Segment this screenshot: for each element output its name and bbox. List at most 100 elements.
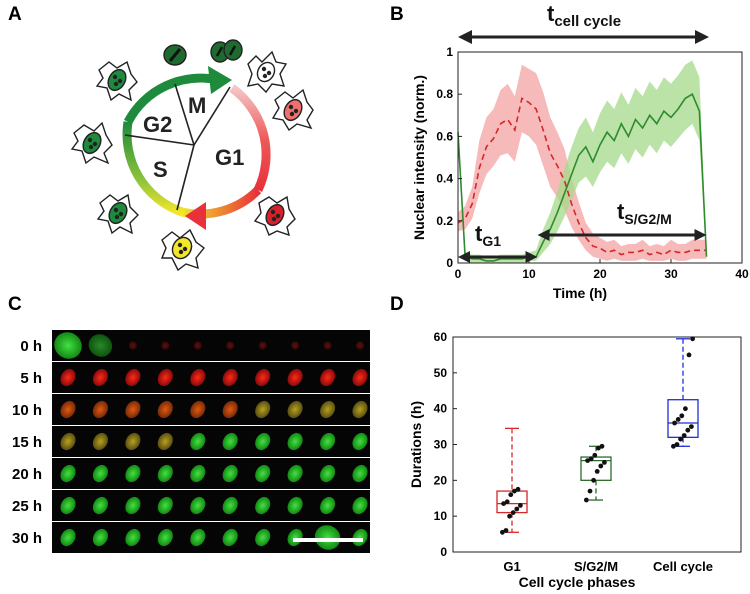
nucleus-blob (291, 341, 300, 350)
data-point (679, 413, 685, 419)
data-point (594, 469, 600, 474)
panel-b-letter: B (390, 4, 404, 25)
nucleus-blob (157, 464, 173, 483)
nucleus-blob (190, 400, 206, 419)
nucleus-blob (190, 496, 206, 515)
montage-time-label: 25 h (12, 498, 42, 515)
series-line-green (457, 93, 708, 262)
phase-label-m: M (188, 93, 206, 118)
box-s-g2-m (580, 443, 612, 503)
divider-g2-s (124, 134, 195, 146)
nucleus-blob (320, 432, 336, 451)
nucleus-blob (287, 368, 303, 387)
phase-label-g1: G1 (215, 145, 244, 170)
data-point (510, 510, 516, 515)
cell-cycle-label: tcell cycle (547, 1, 621, 30)
cycle-ring (122, 66, 271, 230)
x-tick-label: 30 (664, 267, 678, 281)
cell-icon-dividing-single (163, 44, 187, 66)
phase-dividers (124, 83, 231, 211)
nucleus-blob (157, 496, 173, 515)
sg2m-duration-arrow (537, 229, 707, 241)
series-band-red (458, 64, 707, 261)
x-axis-label: Cell cycle phases (519, 574, 636, 590)
data-point (587, 488, 593, 494)
nucleus-blob (255, 432, 271, 451)
cell-icon-white (246, 50, 288, 94)
data-point (681, 433, 687, 438)
ring-arc-green-yellow (122, 121, 184, 217)
nucleus-blob (125, 400, 141, 419)
nucleus-blob (255, 528, 271, 547)
nucleus-blob (125, 432, 141, 451)
panel-a: A G2 M G1 S (8, 4, 314, 272)
panel-b: B 0 10 20 30 40 0 0.2 0.4 0.6 0.8 1 Time (h) Nuclear… (390, 1, 749, 301)
nucleus-blob (287, 400, 303, 419)
arrowhead-green (208, 66, 232, 94)
montage-time-label: 30 h (12, 530, 42, 547)
nucleus-blob (125, 496, 141, 515)
phase-label-g2: G2 (143, 112, 172, 137)
nucleus-blob (92, 464, 108, 483)
arrowhead-red (185, 202, 206, 230)
nucleus-blob (222, 528, 238, 547)
y-tick-label: 60 (434, 330, 448, 344)
data-point (671, 443, 676, 449)
nucleus-blob (190, 432, 206, 451)
nucleus-blob (157, 432, 173, 451)
data-point (503, 528, 509, 533)
cell-icon-red (253, 195, 296, 237)
x-tick-label: 40 (735, 267, 749, 281)
nucleus-blob (255, 496, 271, 515)
y-tick-label: 0.6 (436, 129, 453, 143)
data-point (500, 529, 505, 535)
nucleus-blob (222, 400, 238, 419)
data-point (602, 460, 607, 465)
x-category-label: Cell cycle (653, 559, 713, 574)
nucleus-blob (88, 334, 113, 357)
nucleus-blob (92, 368, 108, 387)
panel-a-letter: A (8, 4, 22, 25)
y-tick-label: 10 (434, 509, 448, 523)
nucleus-blob (320, 400, 336, 419)
cell-icon-green-upper (95, 60, 138, 102)
series-line-red (457, 97, 707, 256)
divider-m-g1 (193, 86, 231, 146)
data-point (672, 420, 677, 426)
nucleus-blob (60, 400, 76, 419)
sg2m-duration-arrow-head-right (694, 229, 707, 241)
y-axis-label: Durations (h) (408, 401, 424, 488)
box-cell-cycle (667, 336, 699, 449)
g1-duration-arrow-head-left (458, 251, 470, 263)
cell-icon-pink (271, 88, 314, 132)
data-point (584, 497, 589, 503)
nucleus-blob (157, 368, 173, 387)
nucleus-blob (193, 341, 202, 350)
y-axis-label: Nuclear intensity (norm.) (411, 75, 427, 240)
nucleus-blob (314, 525, 341, 550)
x-tick-label: 0 (455, 267, 462, 281)
data-point (678, 436, 683, 442)
ring-arc-red (229, 84, 271, 192)
data-point (675, 417, 681, 422)
ring-arc-green (124, 73, 219, 125)
data-point (504, 499, 510, 505)
data-point (683, 406, 688, 412)
nucleus-blob (320, 368, 336, 387)
nucleus-blob (352, 464, 368, 483)
nucleus-blob (222, 464, 238, 483)
nucleus-blob (161, 341, 170, 350)
phase-label-s: S (153, 157, 168, 182)
data-point (514, 506, 520, 512)
g1-duration-arrow (458, 251, 538, 263)
g1-duration-label: tG1 (475, 221, 501, 249)
data-point (512, 488, 517, 494)
montage-time-label: 5 h (20, 370, 42, 387)
box-iqr (667, 399, 699, 438)
y-tick-label: 40 (434, 402, 448, 416)
nucleus-blob (222, 432, 238, 451)
nucleus-blob (190, 528, 206, 547)
data-point (518, 503, 523, 508)
nucleus-blob (352, 368, 368, 387)
